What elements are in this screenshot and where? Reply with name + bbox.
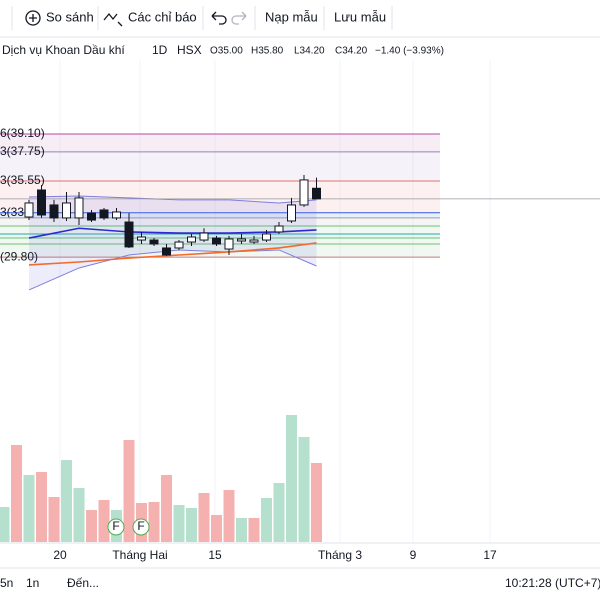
- volume-bar: [61, 460, 72, 542]
- candle-body: [87, 212, 96, 221]
- candle-body: [112, 211, 121, 219]
- volume-bar: [223, 490, 235, 542]
- volume-bar: [86, 510, 97, 542]
- candle-body: [224, 238, 234, 250]
- symbol-name: Dịch vụ Khoan Dầu khí: [2, 43, 125, 57]
- candle-body: [212, 237, 221, 245]
- x-axis-label: Tháng Hai: [112, 548, 167, 562]
- event-label: F: [112, 519, 119, 533]
- interval: 1D: [152, 43, 168, 57]
- volume-bar: [23, 475, 35, 542]
- volume-bar: [161, 475, 172, 542]
- volume-bar: [73, 488, 85, 542]
- fib-zone: [0, 217, 440, 226]
- volume-bar: [98, 500, 110, 542]
- candle-body: [162, 247, 171, 256]
- volume-bar: [261, 498, 272, 542]
- volume-bar: [211, 515, 222, 542]
- change-value: −1.40 (−3.93%): [375, 46, 444, 57]
- load-button[interactable]: Nạp mẫu: [265, 9, 318, 24]
- goto-button[interactable]: Đến...: [67, 576, 99, 590]
- fib-zone: [0, 225, 440, 234]
- fib-label: 3(37.75): [0, 144, 45, 158]
- fib-zone: [0, 233, 440, 239]
- compare-button[interactable]: So sánh: [25, 9, 94, 26]
- candle-body: [124, 221, 134, 248]
- fib-zone: [0, 180, 440, 213]
- candle-body: [137, 236, 146, 241]
- plot-area: 6(39.10)3(37.75)3(35.55)3(33.1(29.80)F F2…: [0, 60, 600, 562]
- candle-body: [287, 204, 296, 222]
- save-button[interactable]: Lưu mẫu: [334, 9, 386, 24]
- range-1m[interactable]: 1n: [26, 576, 39, 590]
- indicators-label: Các chỉ báo: [128, 9, 197, 24]
- x-axis-label: Tháng 3: [318, 548, 362, 562]
- plus-icon: [29, 14, 37, 22]
- close-value: C34.20: [335, 46, 368, 57]
- volume-bar: [11, 445, 22, 542]
- volume-bar: [48, 497, 60, 542]
- volume-bar: [286, 415, 297, 542]
- compare-label: So sánh: [46, 9, 94, 24]
- candle-body: [312, 187, 321, 200]
- x-axis-label: 17: [483, 548, 497, 562]
- high-value: H35.80: [251, 46, 284, 57]
- volume-bar: [173, 505, 185, 542]
- volume-bar: [36, 472, 47, 542]
- x-axis-label: 20: [53, 548, 67, 562]
- candle-body: [174, 241, 184, 249]
- low-value: L34.20: [294, 46, 325, 57]
- volume-bar: [273, 483, 285, 542]
- fib-zone: [0, 151, 440, 181]
- candle-body: [249, 239, 259, 243]
- plus-icon: [25, 10, 41, 26]
- fib-zone: [0, 244, 440, 258]
- fib-zone: [0, 212, 440, 218]
- event-label: F: [137, 519, 144, 533]
- event-marker: [132, 518, 150, 536]
- candle-body: [74, 197, 84, 219]
- indicator-line: [28, 242, 317, 266]
- indicators-button[interactable]: Các chỉ báo: [103, 9, 197, 27]
- candle-body: [62, 202, 71, 219]
- candle-body: [149, 239, 159, 245]
- candle-body: [24, 202, 34, 218]
- volume-bar: [123, 440, 135, 542]
- bollinger-fill: [29, 195, 317, 290]
- volume-bar: [186, 508, 197, 542]
- volume-bar: [0, 507, 10, 542]
- toolbar: [0, 0, 600, 37]
- candle-body: [299, 179, 309, 206]
- candle-body: [274, 225, 284, 233]
- candle-body: [187, 236, 196, 243]
- volume-bar: [298, 437, 310, 542]
- x-axis-label: 9: [410, 548, 417, 562]
- volume-bar: [311, 463, 322, 542]
- redo-button[interactable]: [231, 11, 247, 25]
- candle-body: [199, 232, 209, 241]
- volume-bar: [148, 502, 160, 542]
- indicator-icon: [103, 12, 123, 27]
- fib-label: 3(35.55): [0, 173, 45, 187]
- x-axis-label: 15: [208, 548, 222, 562]
- clock: 10:21:28 (UTC+7): [505, 576, 600, 590]
- volume-bar: [248, 518, 260, 542]
- candle-body: [99, 209, 109, 219]
- event-marker: [107, 518, 125, 536]
- volume-bar: [198, 493, 210, 542]
- fib-label: 6(39.10): [0, 126, 45, 140]
- candle-body: [49, 204, 59, 219]
- fib-zone: [0, 133, 440, 152]
- candle-body: [37, 189, 46, 216]
- candle-body: [237, 238, 246, 242]
- exchange: HSX: [177, 43, 202, 57]
- range-5d[interactable]: 5n: [0, 576, 13, 590]
- fib-label: (29.80): [0, 249, 38, 263]
- open-value: O35.00: [210, 46, 243, 57]
- undo-button[interactable]: [211, 11, 227, 25]
- candle-body: [262, 233, 271, 241]
- volume-bar: [236, 518, 247, 542]
